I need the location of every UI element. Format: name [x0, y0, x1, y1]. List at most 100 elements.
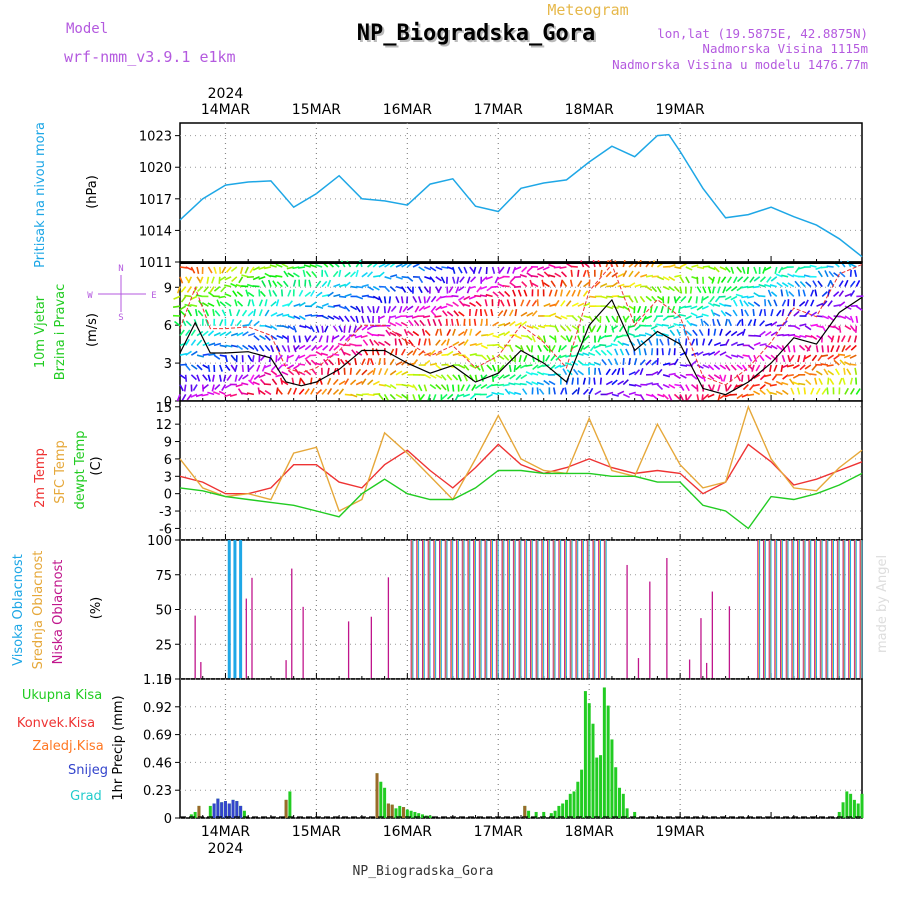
wind-barb [570, 265, 578, 268]
wind-barb [298, 289, 304, 297]
wind-barb [338, 388, 345, 395]
wind-barb [717, 384, 721, 392]
wind-barb [310, 387, 315, 395]
wind-barb [628, 371, 636, 376]
wind-barb [383, 306, 386, 314]
pressure-line [179, 133, 863, 258]
wind-barb [561, 280, 568, 288]
wind-barb [781, 354, 786, 363]
wind-barb [207, 266, 213, 274]
wind-barb [417, 394, 422, 402]
wind-barb [298, 315, 306, 321]
wind-barb [261, 280, 266, 287]
wind-barb [726, 384, 732, 391]
wind-barb [238, 276, 244, 284]
wind-barb [844, 387, 849, 395]
wind-barb [593, 344, 601, 349]
wind-barb [690, 359, 698, 366]
wind-barb [485, 293, 493, 298]
wind-barb [446, 338, 450, 346]
wind-barb [743, 276, 749, 283]
wind-barb [821, 300, 828, 307]
wind-barb [400, 321, 408, 327]
wind-barb [412, 394, 417, 402]
wind-barb [781, 381, 789, 386]
wind-barb [586, 269, 590, 277]
wind-barb [536, 266, 545, 271]
wind-barb [332, 353, 340, 356]
wind-barb [202, 374, 208, 381]
wind-barb [486, 364, 493, 371]
wind-barb [298, 388, 305, 395]
wind-barb [372, 306, 375, 314]
wind-barb [235, 383, 243, 388]
wind-barb [264, 389, 272, 396]
wind-barb [837, 335, 841, 343]
wind-barb [221, 384, 227, 391]
wind-barb [764, 299, 767, 307]
wind-barb [509, 281, 516, 288]
wind-barb [753, 341, 761, 347]
wind-barb [327, 279, 332, 287]
wind-barb [275, 345, 281, 353]
wind-barb [236, 331, 244, 337]
wind-barb [809, 373, 817, 376]
wind-barb [389, 331, 397, 337]
wind-barb [498, 364, 505, 371]
wind-barb [577, 269, 580, 277]
wind-barb [361, 294, 369, 298]
precip-bar-total [587, 703, 591, 818]
wind-barb [770, 276, 778, 282]
wind-barb [814, 289, 818, 297]
wind-barb [344, 335, 352, 342]
wind-barb [463, 374, 468, 382]
wind-barb [321, 294, 330, 298]
wind-barb [644, 332, 652, 337]
wind-barb [429, 383, 437, 390]
wind-barb [834, 368, 840, 376]
wind-barb [267, 279, 272, 287]
wind-barb [545, 354, 551, 362]
wind-barb [279, 377, 284, 385]
wind-barb [293, 303, 301, 307]
wind-barb [355, 269, 359, 278]
wind-barb [560, 334, 567, 341]
wind-barb [537, 355, 540, 363]
wind-barb [286, 354, 294, 359]
wind-barb [838, 377, 843, 385]
wind-barb [549, 312, 557, 317]
wind-barb [746, 266, 750, 275]
wind-barb [179, 329, 185, 337]
wind-barb [627, 325, 635, 329]
wind-barb [823, 368, 829, 376]
wind-barb [270, 301, 277, 307]
wind-barb [765, 344, 773, 349]
wind-barb [328, 359, 335, 366]
wind-barb [181, 394, 187, 401]
wind-barb [241, 392, 249, 396]
wind-barb [645, 285, 653, 292]
wind-barb [494, 276, 499, 284]
wind-barb [806, 344, 812, 352]
wind-barb [730, 341, 738, 347]
wind-barb [638, 348, 642, 356]
wind-barb [710, 309, 715, 317]
wind-barb [571, 289, 576, 297]
wind-barb [258, 299, 263, 307]
wind-barb [601, 358, 607, 366]
wind-barb [195, 393, 203, 398]
wind-barb [344, 315, 350, 323]
wind-barb [651, 286, 658, 293]
model-label: Model [66, 21, 108, 37]
wind-barb [435, 384, 442, 390]
wind-barb [662, 393, 669, 400]
wind-barb [264, 309, 270, 317]
date-label-top: 15MAR [292, 102, 341, 118]
wind-barb [686, 393, 693, 401]
wind-barb [218, 374, 222, 382]
wind-barb [498, 266, 505, 273]
wind-barb [676, 328, 681, 336]
wind-barb [481, 276, 488, 283]
wind-barb [469, 353, 477, 356]
